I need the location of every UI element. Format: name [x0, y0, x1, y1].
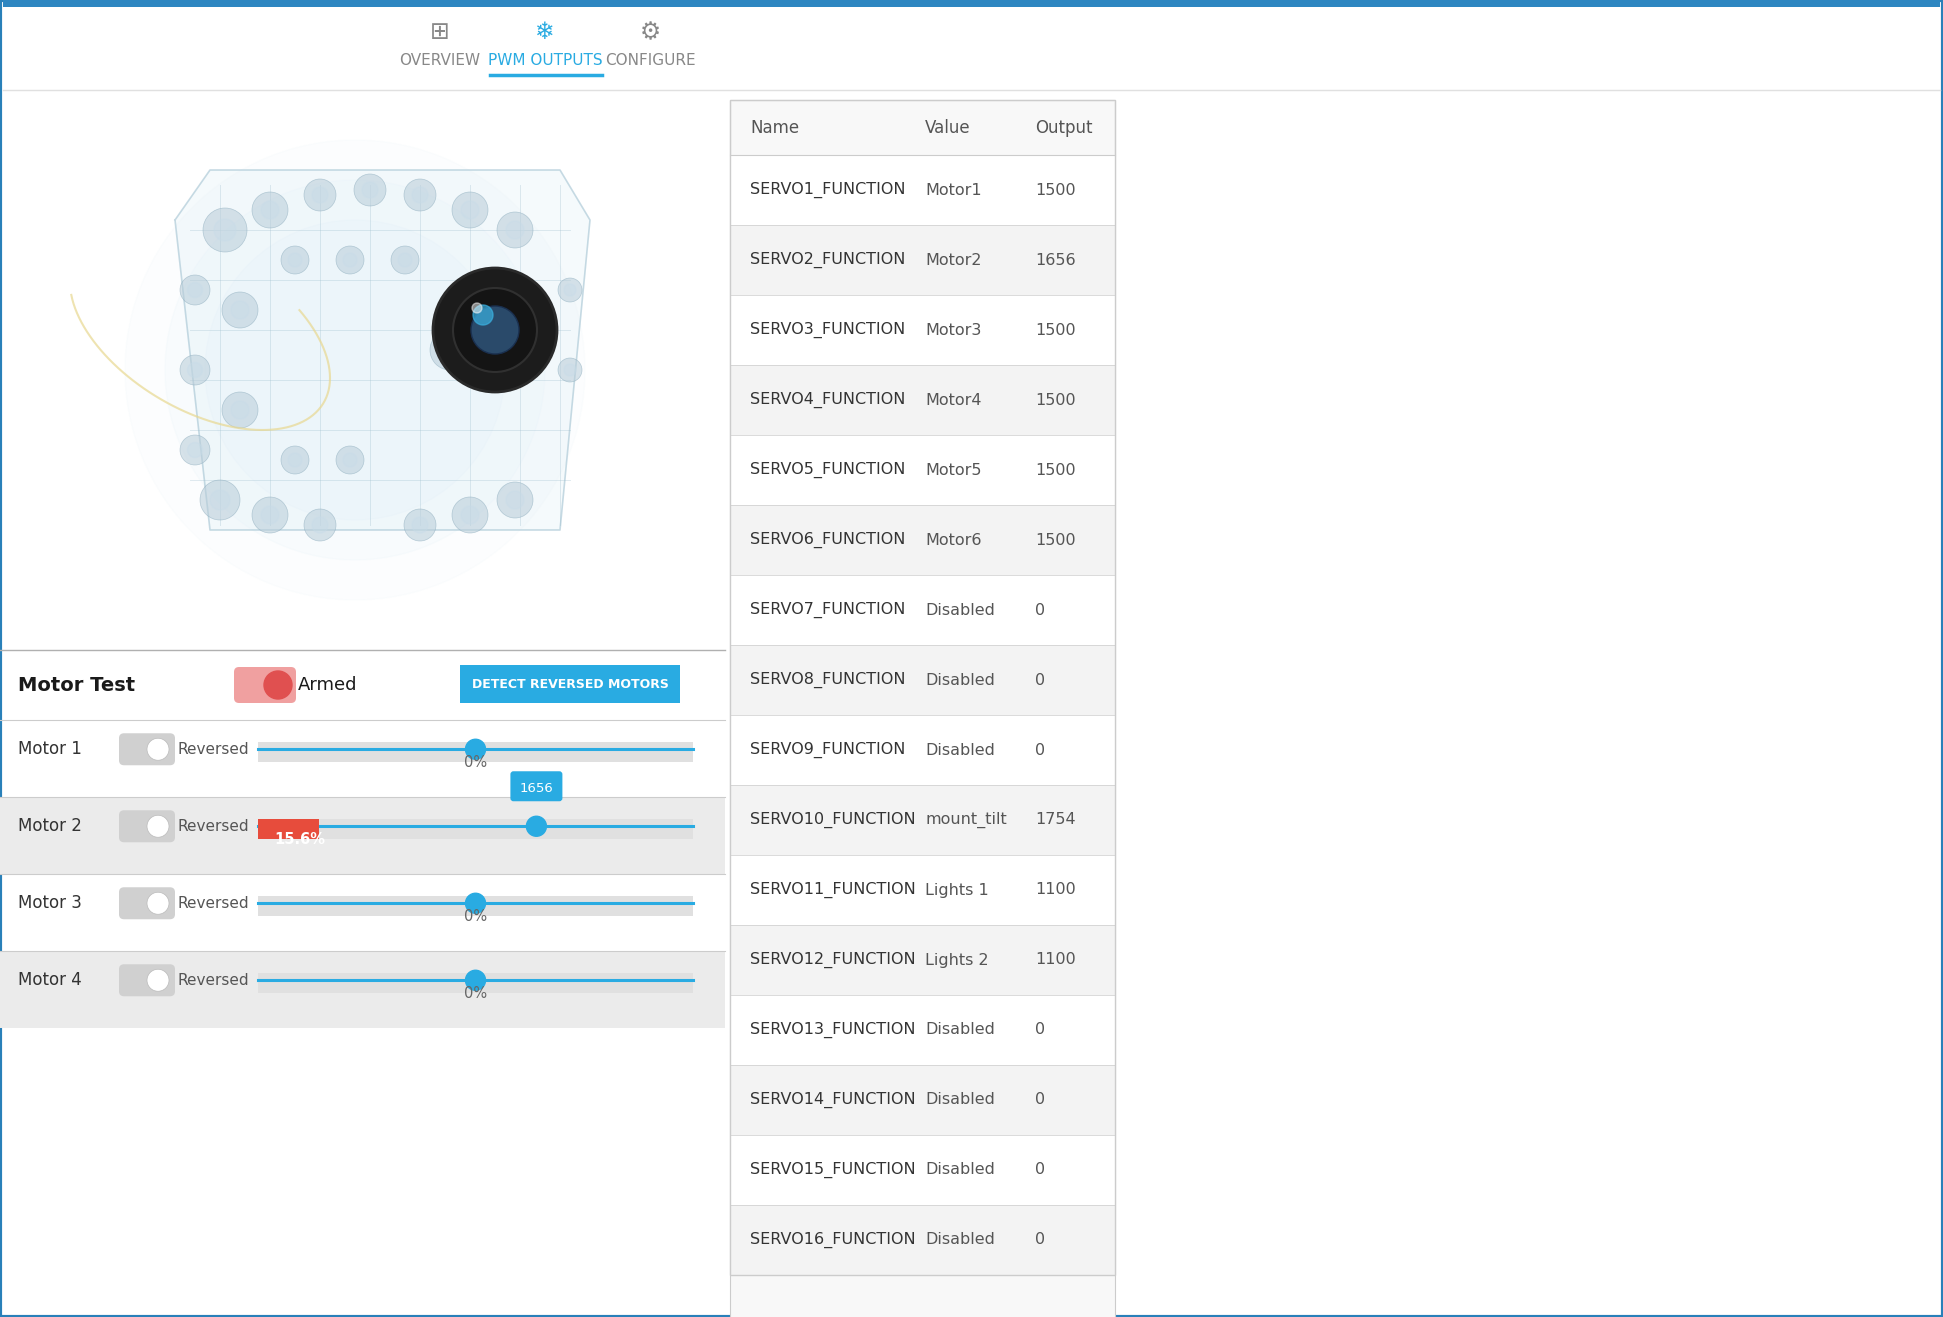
Circle shape [460, 202, 480, 219]
Circle shape [313, 187, 328, 203]
FancyBboxPatch shape [258, 973, 694, 993]
FancyBboxPatch shape [731, 225, 1115, 295]
Text: SERVO1_FUNCTION: SERVO1_FUNCTION [750, 182, 905, 198]
Circle shape [453, 288, 536, 371]
Polygon shape [175, 170, 591, 529]
FancyBboxPatch shape [0, 797, 725, 874]
Text: SERVO2_FUNCTION: SERVO2_FUNCTION [750, 252, 905, 269]
Circle shape [391, 246, 420, 274]
Text: SERVO8_FUNCTION: SERVO8_FUNCTION [750, 672, 905, 687]
Circle shape [210, 490, 229, 510]
Text: 0%: 0% [464, 986, 488, 1001]
Circle shape [222, 392, 258, 428]
Circle shape [404, 179, 435, 211]
Circle shape [200, 479, 241, 520]
Circle shape [354, 174, 387, 205]
FancyBboxPatch shape [731, 785, 1115, 855]
Circle shape [264, 670, 291, 699]
Circle shape [148, 815, 169, 838]
Circle shape [260, 202, 280, 219]
Circle shape [181, 356, 210, 385]
Circle shape [188, 443, 202, 457]
Text: Motor 1: Motor 1 [17, 740, 82, 759]
Text: Reversed: Reversed [177, 741, 249, 757]
Text: Motor1: Motor1 [925, 183, 981, 198]
Text: SERVO11_FUNCTION: SERVO11_FUNCTION [750, 882, 915, 898]
Text: Reversed: Reversed [177, 819, 249, 834]
Circle shape [453, 497, 488, 533]
FancyBboxPatch shape [119, 734, 175, 765]
Circle shape [466, 739, 486, 760]
Text: SERVO6_FUNCTION: SERVO6_FUNCTION [750, 532, 905, 548]
Circle shape [288, 453, 301, 468]
FancyBboxPatch shape [731, 996, 1115, 1065]
Text: Motor6: Motor6 [925, 532, 981, 548]
Text: 0%: 0% [464, 755, 488, 770]
Text: CONFIGURE: CONFIGURE [604, 53, 696, 67]
Text: Disabled: Disabled [925, 602, 995, 618]
Circle shape [253, 192, 288, 228]
FancyBboxPatch shape [731, 925, 1115, 996]
Text: Motor2: Motor2 [925, 253, 981, 267]
FancyBboxPatch shape [731, 1135, 1115, 1205]
Circle shape [336, 446, 363, 474]
Text: ❄: ❄ [534, 20, 556, 43]
FancyBboxPatch shape [258, 743, 694, 763]
Circle shape [188, 283, 202, 298]
Text: 0: 0 [1036, 1163, 1045, 1177]
Text: Lights 1: Lights 1 [925, 882, 989, 897]
Text: Motor Test: Motor Test [17, 676, 136, 694]
Text: SERVO9_FUNCTION: SERVO9_FUNCTION [750, 741, 905, 759]
FancyBboxPatch shape [233, 666, 295, 703]
Circle shape [497, 212, 532, 248]
Text: Value: Value [925, 119, 972, 137]
Text: 0: 0 [1036, 1022, 1045, 1038]
FancyBboxPatch shape [731, 1205, 1115, 1275]
Text: Motor4: Motor4 [925, 392, 981, 407]
Circle shape [288, 253, 301, 267]
Text: 0: 0 [1036, 743, 1045, 757]
Text: Motor 4: Motor 4 [17, 971, 82, 989]
Circle shape [222, 292, 258, 328]
Text: SERVO13_FUNCTION: SERVO13_FUNCTION [750, 1022, 915, 1038]
Circle shape [433, 267, 558, 392]
Text: Disabled: Disabled [925, 1022, 995, 1038]
Circle shape [361, 182, 379, 198]
Circle shape [202, 208, 247, 252]
Circle shape [497, 482, 532, 518]
Text: PWM OUTPUTS: PWM OUTPUTS [488, 53, 602, 67]
Text: Motor3: Motor3 [925, 323, 981, 337]
Polygon shape [530, 822, 542, 830]
FancyBboxPatch shape [731, 715, 1115, 785]
FancyBboxPatch shape [731, 100, 1115, 1317]
Circle shape [412, 187, 427, 203]
Text: Disabled: Disabled [925, 1233, 995, 1247]
Circle shape [558, 358, 583, 382]
Text: SERVO7_FUNCTION: SERVO7_FUNCTION [750, 602, 905, 618]
Circle shape [165, 180, 544, 560]
Circle shape [563, 363, 575, 375]
Text: SERVO5_FUNCTION: SERVO5_FUNCTION [750, 462, 905, 478]
Text: Disabled: Disabled [925, 1163, 995, 1177]
Text: SERVO3_FUNCTION: SERVO3_FUNCTION [750, 321, 905, 338]
Circle shape [282, 246, 309, 274]
FancyBboxPatch shape [460, 665, 680, 703]
Text: 1100: 1100 [1036, 952, 1076, 968]
Text: Disabled: Disabled [925, 673, 995, 687]
Circle shape [336, 246, 363, 274]
Circle shape [253, 497, 288, 533]
Circle shape [214, 219, 235, 241]
FancyBboxPatch shape [731, 645, 1115, 715]
Circle shape [505, 491, 525, 508]
Circle shape [558, 278, 583, 302]
Text: OVERVIEW: OVERVIEW [400, 53, 480, 67]
Text: 0: 0 [1036, 602, 1045, 618]
FancyBboxPatch shape [258, 819, 319, 839]
Text: Name: Name [750, 119, 799, 137]
Text: Disabled: Disabled [925, 743, 995, 757]
Text: Reversed: Reversed [177, 896, 249, 911]
Text: Motor 3: Motor 3 [17, 894, 82, 913]
FancyBboxPatch shape [119, 964, 175, 996]
FancyBboxPatch shape [731, 576, 1115, 645]
